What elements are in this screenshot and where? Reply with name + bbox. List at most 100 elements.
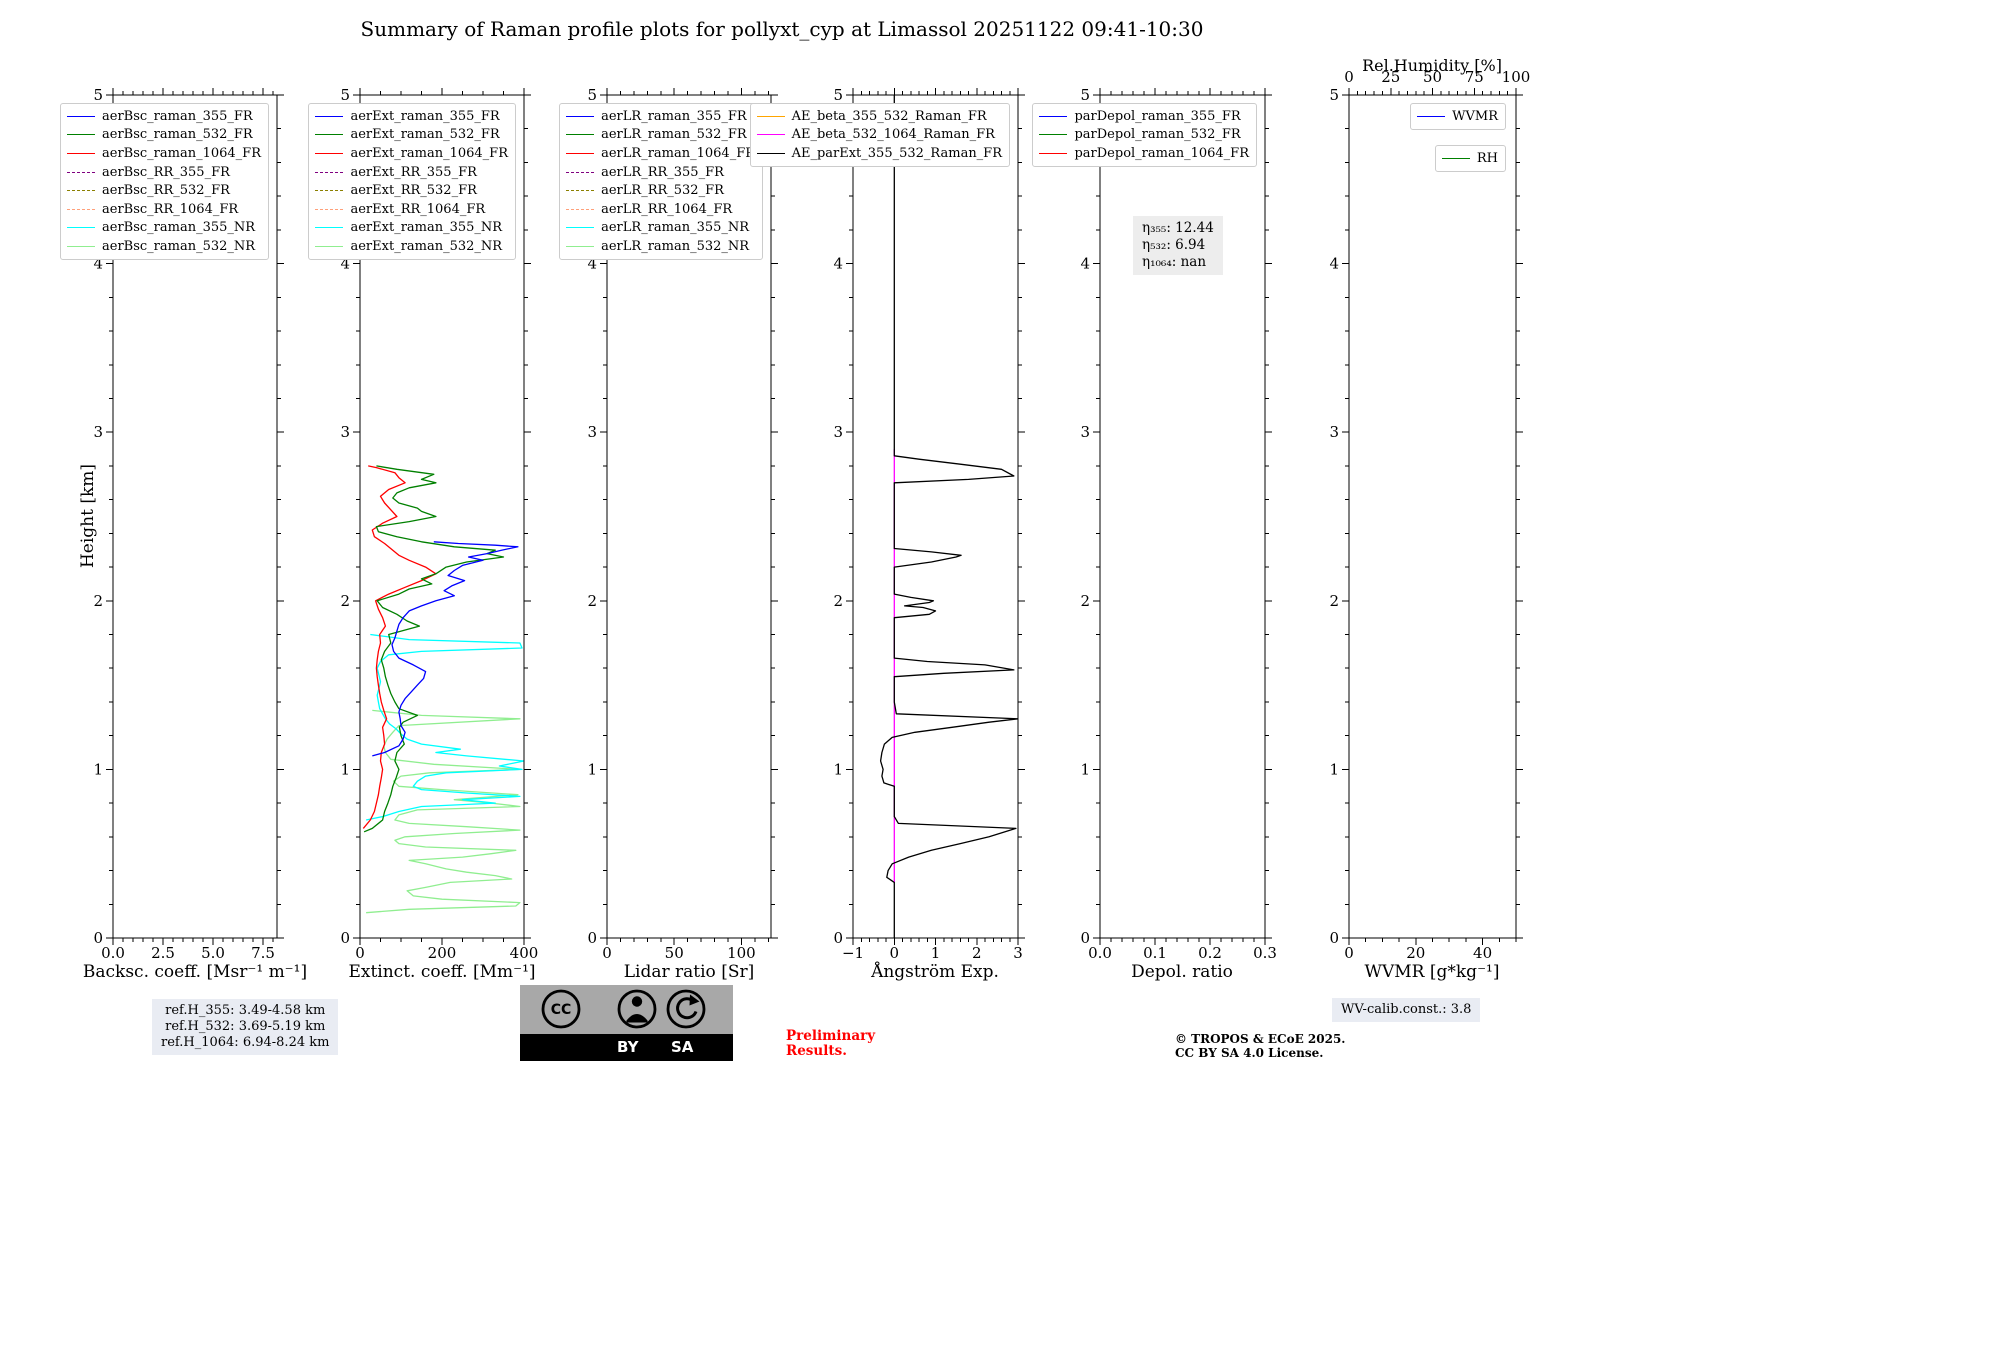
axis-ticks-backscatter (106, 88, 284, 945)
y-tick-label: 0 (833, 929, 843, 947)
rh-tick-label: 0 (1344, 68, 1354, 86)
x-tick-label: 20 (1406, 944, 1425, 962)
xlabel-lidar-ratio: Lidar ratio [Sr] (623, 962, 755, 982)
copyright-note: © TROPOS & ECoE 2025. CC BY SA 4.0 Licen… (1175, 1032, 1346, 1060)
y-tick-label: 4 (1080, 255, 1090, 273)
series-aerExt_raman_1064_FR (362, 465, 437, 829)
y-tick-label: 0 (587, 929, 597, 947)
y-tick-label: 4 (340, 255, 350, 273)
panel-border-backscatter (112, 94, 278, 939)
axis-ticks-depol (1093, 88, 1272, 945)
reference-heights-box: ref.H_355: 3.49-4.58 km ref.H_532: 3.69-… (152, 999, 339, 1055)
rel-humidity-axis-label: Rel.Humidity [%] (1362, 56, 1502, 75)
ref-height-1064: ref.H_1064: 6.94-8.24 km (161, 1035, 330, 1050)
eta-532-value: η₅₃₂: 6.94 (1142, 237, 1206, 253)
y-tick-label: 3 (587, 423, 597, 441)
panel-depol: 0 1 2 3 4 5 0.0 0.1 0.2 0.3 (1080, 86, 1276, 962)
y-tick-label: 2 (587, 592, 597, 610)
rh-tick-label: 75 (1465, 68, 1484, 86)
wv-calibration-box: WV-calib.const.: 3.8 (1332, 998, 1481, 1022)
y-tick-label: 2 (833, 592, 843, 610)
x-tick-label: 0 (355, 944, 365, 962)
x-tick-label: 400 (510, 944, 539, 962)
y-tick-label: 3 (340, 423, 350, 441)
share-alike-circle-icon (666, 989, 706, 1029)
y-tick-label: 5 (833, 86, 843, 104)
rh-tick-label: 50 (1423, 68, 1442, 86)
y-tick-label: 3 (1080, 423, 1090, 441)
series-AE_parExt_355_532_Raman_FR (879, 95, 1018, 938)
y-tick-label: 0 (93, 929, 103, 947)
cc-license-badge: CC BY SA (520, 985, 733, 1061)
attribution-person-icon (617, 989, 657, 1029)
series-aerExt_raman_532_NR (366, 709, 521, 914)
y-tick-label: 4 (1329, 255, 1339, 273)
ref-height-355: ref.H_355: 3.49-4.58 km (165, 1003, 326, 1018)
x-tick-label: 3 (1013, 944, 1023, 962)
y-tick-label: 2 (1080, 592, 1090, 610)
rh-tick-label: 100 (1502, 68, 1531, 86)
y-tick-label: 1 (93, 760, 103, 778)
y-tick-label: 2 (1329, 592, 1339, 610)
copyright-line1: © TROPOS & ECoE 2025. (1175, 1032, 1346, 1046)
y-tick-label: 1 (1080, 760, 1090, 778)
x-tick-label: 0.0 (1088, 944, 1112, 962)
depol-calibration-annotation: η₃₅₅: 12.44 η₅₃₂: 6.94 η₁₀₆₄: nan (1133, 216, 1223, 275)
x-tick-label: 0 (889, 944, 899, 962)
y-tick-label: 0 (1080, 929, 1090, 947)
x-tick-label: 0 (602, 944, 612, 962)
series-aerExt_raman_532_FR (363, 465, 505, 833)
share-alike-arrow-icon (676, 997, 698, 1020)
y-tick-label: 3 (833, 423, 843, 441)
x-tick-label: 2.5 (151, 944, 175, 962)
y-tick-label: 5 (1329, 86, 1339, 104)
y-tick-label: 4 (587, 255, 597, 273)
y-tick-label: 0 (1329, 929, 1339, 947)
x-tick-label: 5.0 (201, 944, 225, 962)
y-tick-label: 1 (833, 760, 843, 778)
y-tick-label: 5 (340, 86, 350, 104)
eta-355-value: η₃₅₅: 12.44 (1142, 220, 1214, 236)
x-tick-label: −1 (842, 944, 864, 962)
axis-ticks-wvmr (1342, 88, 1523, 945)
y-tick-label: 5 (587, 86, 597, 104)
axis-ticks-lidar_ratio (600, 88, 778, 945)
eta-1064-value: η₁₀₆₄: nan (1142, 254, 1207, 270)
y-tick-label: 1 (1329, 760, 1339, 778)
x-tick-label: 40 (1473, 944, 1492, 962)
x-tick-label: 0.0 (101, 944, 125, 962)
ref-height-532: ref.H_532: 3.69-5.19 km (165, 1019, 326, 1034)
xlabel-backscatter: Backsc. coeff. [Msr⁻¹ m⁻¹] (82, 962, 308, 982)
y-tick-label: 5 (1080, 86, 1090, 104)
person-head-icon (631, 996, 643, 1007)
preliminary-line1: Preliminary (786, 1028, 876, 1044)
rh-tick-label: 25 (1381, 68, 1400, 86)
preliminary-line2: Results. (786, 1043, 847, 1059)
x-tick-label: 0 (1344, 944, 1354, 962)
cc-sa-label: SA (671, 1038, 694, 1056)
panel-backscatter: 0 1 2 3 4 5 0.0 2.5 5.0 7.5 (93, 86, 284, 962)
y-tick-label: 5 (93, 86, 103, 104)
x-tick-label: 0.3 (1253, 944, 1277, 962)
y-tick-label: 2 (93, 592, 103, 610)
share-alike-arrowhead-icon (689, 994, 700, 1006)
panel-border-wvmr (1348, 94, 1517, 939)
x-tick-label: 1 (931, 944, 941, 962)
panel-border-lidar_ratio (606, 94, 772, 939)
y-tick-label: 3 (1329, 423, 1339, 441)
series-aerExt_raman_355_NR (365, 633, 524, 821)
x-tick-label: 7.5 (251, 944, 275, 962)
x-tick-label: 2 (972, 944, 982, 962)
copyright-line2: CC BY SA 4.0 License. (1175, 1045, 1324, 1060)
y-tick-label: 4 (93, 255, 103, 273)
x-tick-label: 200 (428, 944, 457, 962)
x-tick-label: 0.2 (1198, 944, 1222, 962)
y-tick-label: 0 (340, 929, 350, 947)
y-tick-label: 1 (587, 760, 597, 778)
cc-badge-footer: BY SA (520, 1034, 733, 1061)
